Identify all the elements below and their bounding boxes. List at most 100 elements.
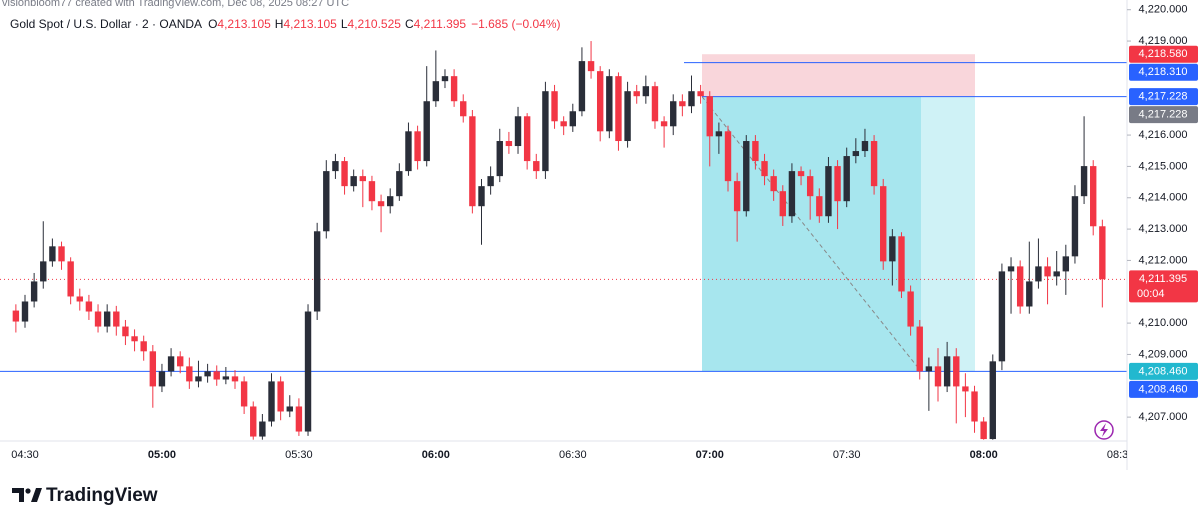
candle-body [204,371,211,377]
candle-body [387,196,394,207]
candle-body [40,261,47,282]
candle-body [925,366,933,372]
candle-body [898,236,905,292]
time-axis: 04:30 05:00 05:30 06:00 06:30 07:00 07:30 08:00… [11,449,1135,461]
candle-body [341,161,348,187]
candle-body [30,281,38,302]
candle-body [752,141,759,162]
candle-body [396,171,403,197]
candle-body [259,421,266,437]
candle-body [852,151,860,157]
candle-body [651,86,659,122]
ohlc-value: 4,210.525 [348,17,402,31]
candle-body [797,171,805,177]
candle-body [953,356,960,387]
candle-body [1007,266,1015,272]
price-label: 4,218.580 [1139,48,1188,60]
x-tick-label: 06:30 [559,449,587,461]
candle-body [313,231,321,312]
candle-body [149,351,157,387]
price-label-box [1129,362,1198,380]
candle-body [21,301,29,322]
candle-body [368,181,376,202]
candle-body [870,141,878,187]
candle-body [94,311,102,327]
price-label-box [1129,63,1198,81]
candle-body [286,406,293,412]
candle-body [934,366,942,387]
candle-body [1026,281,1033,307]
ohlc-key: O [208,17,217,31]
candle-body [122,326,129,337]
y-tick-label: 4,210.000 [1139,317,1188,329]
candle-body [1044,266,1051,277]
candle-body [405,131,412,172]
x-tick-label: 08:00 [970,449,998,461]
candle-body [660,121,668,127]
candle-body [788,171,796,217]
candle-body [332,161,339,172]
candle-body [67,261,74,297]
price-axis: 4,207.000 4,209.000 4,210.000 4,212.000 4,21… [1127,4,1198,423]
candle-body [167,356,175,372]
trade-path [701,96,922,372]
candle-body [706,96,713,137]
candle-body [907,291,914,327]
y-tick-label: 4,214.000 [1139,192,1188,204]
candle-body [1090,166,1097,227]
candle-body [715,131,723,137]
candle-body [1080,166,1088,197]
candle-body [971,391,978,422]
candle-body [1062,256,1070,272]
candle-body [688,91,695,107]
candle-body [277,381,284,412]
candle-body [542,91,549,172]
y-tick-label: 4,215.000 [1139,160,1188,172]
x-tick-label: 08:30 [1107,449,1135,461]
candle-body [880,186,887,262]
y-tick-label: 4,219.000 [1139,35,1188,47]
candle-body [158,371,166,387]
ohlc-key: L [341,17,348,31]
stop-zone [702,54,975,97]
candle-body [596,71,604,132]
y-tick-label: 4,213.000 [1139,223,1188,235]
price-label-box [1129,270,1198,303]
candle-body [469,116,476,207]
candle-body [743,141,750,212]
x-tick-label: 05:30 [285,449,313,461]
candle-body [478,186,485,207]
price-label: 4,218.310 [1139,66,1188,78]
candle-body [861,141,869,152]
candle-body [533,161,540,172]
price-label: 4,208.460 [1139,383,1188,395]
candle-body [834,166,841,202]
ohlc-value: 4,211.395 [414,17,467,31]
candle-body [606,76,613,132]
candle-body [1035,266,1042,282]
candle-body [578,61,586,112]
candle-body [186,366,193,382]
candle-body [642,86,650,97]
candle-body [359,176,367,182]
candle-body [295,406,303,432]
ohlc-key: H [275,17,284,31]
candle-body [998,271,1006,362]
candle-body [213,371,220,380]
y-tick-label: 4,212.000 [1139,254,1188,266]
candle-body [1071,196,1079,257]
candle-body [697,91,704,97]
price-label: 4,208.460 [1139,365,1188,377]
price-label: 4,217.228 [1139,90,1188,102]
candle-body [1016,266,1024,307]
y-tick-label: 4,207.000 [1139,411,1188,423]
candle-body [916,326,923,372]
candle-body [76,296,83,302]
candle-body [103,311,111,327]
candle-body [323,171,330,232]
candle-body [222,376,230,380]
brand-logo [12,488,42,502]
x-tick-label: 07:30 [833,449,861,461]
